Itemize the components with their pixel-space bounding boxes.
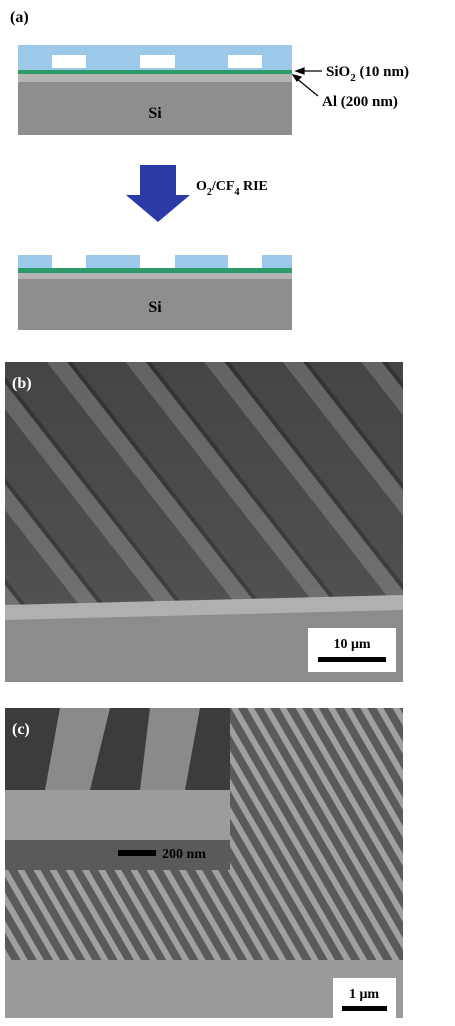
- sem-image-c: [5, 708, 403, 1018]
- pointer-arrows: [293, 68, 322, 96]
- panel-label: (b): [12, 375, 32, 392]
- label-part: O: [196, 179, 207, 194]
- stack-after: [18, 255, 292, 330]
- label-part: RIE: [239, 179, 267, 194]
- substrate-label: Si: [148, 299, 162, 316]
- inset-scale-bar-label: 200 nm: [162, 847, 206, 862]
- inset-scale-bar: [118, 850, 156, 856]
- panel-label: (a): [10, 9, 29, 26]
- substrate-label: Si: [148, 105, 162, 122]
- al-label: Al (200 nm): [322, 94, 398, 110]
- label-part: SiO: [326, 64, 350, 80]
- panel-label: (c): [12, 721, 30, 738]
- sio2-label: SiO2 (10 nm): [326, 64, 409, 84]
- label-part: (10 nm): [356, 64, 409, 80]
- scale-bar: [342, 1006, 387, 1011]
- figure: (a) Si SiO2 (10 nm) Al (200 nm) O2/CF4 R…: [0, 0, 455, 1026]
- scale-bar-label: 1 μm: [349, 987, 379, 1002]
- scale-bar: [318, 657, 386, 662]
- label-part: /CF: [211, 179, 235, 194]
- process-label: O2/CF4 RIE: [196, 179, 268, 198]
- process-arrow: [126, 165, 190, 222]
- scale-bar-label: 10 μm: [333, 637, 370, 652]
